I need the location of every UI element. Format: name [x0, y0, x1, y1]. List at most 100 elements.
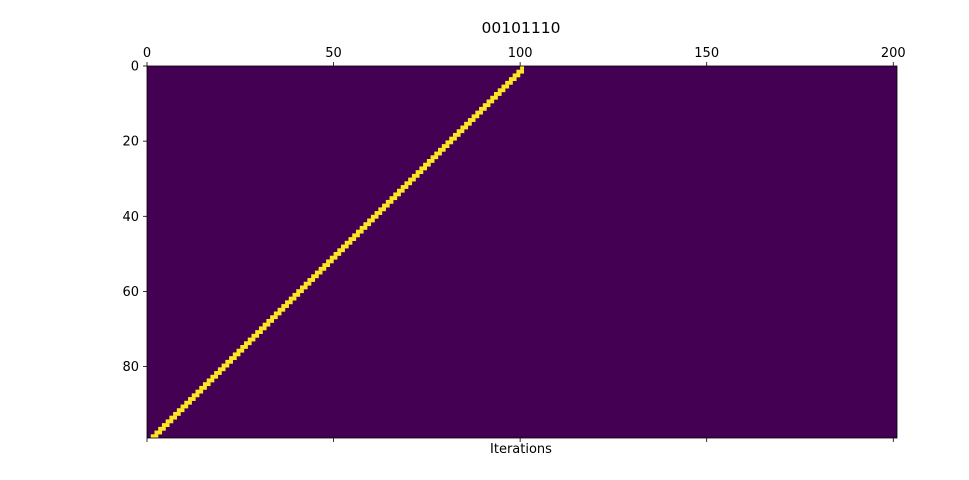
heatmap-cell	[438, 147, 446, 152]
heatmap-cell	[191, 393, 200, 398]
heatmap-cell	[288, 296, 297, 301]
x-tick-label: 0	[143, 46, 151, 61]
heatmap-cell	[165, 419, 174, 424]
heatmap-cell	[236, 348, 245, 353]
heatmap-cell	[217, 367, 226, 372]
heatmap-cell	[404, 181, 413, 186]
heatmap-background	[147, 66, 897, 438]
heatmap-cell	[430, 155, 439, 160]
heatmap-cell	[247, 337, 256, 342]
heatmap-cell	[285, 300, 293, 305]
heatmap-cell	[374, 211, 383, 215]
heatmap-cell	[452, 132, 461, 137]
heatmap-cell	[314, 270, 323, 275]
heatmap-cell	[199, 385, 207, 390]
heatmap-cell	[229, 356, 237, 361]
chart-title: 00101110	[482, 19, 561, 37]
heatmap-cell	[270, 315, 278, 320]
heatmap-cell	[426, 159, 435, 163]
heatmap-cell	[341, 244, 349, 249]
heatmap-cell	[467, 118, 476, 122]
heatmap-cell	[322, 263, 330, 268]
heatmap-cell	[176, 408, 185, 413]
axes: 0 50 100 150 200 0 20 40 60 80	[122, 46, 906, 442]
heatmap-cell	[505, 80, 513, 85]
heatmap-cell	[490, 95, 498, 100]
heatmap	[147, 66, 897, 439]
heatmap-cell	[419, 166, 427, 171]
heatmap-cell	[441, 144, 450, 148]
heatmap-cell	[326, 259, 334, 264]
heatmap-cell	[169, 415, 177, 420]
heatmap-cell	[262, 322, 271, 327]
heatmap-cell	[173, 411, 181, 416]
heatmap-cell	[150, 434, 159, 439]
x-tick-label: 150	[694, 46, 719, 61]
heatmap-cell	[292, 292, 301, 297]
heatmap-cell	[206, 378, 215, 383]
heatmap-cell	[232, 352, 241, 357]
y-tick-label: 0	[131, 60, 139, 75]
heatmap-cell	[240, 345, 248, 349]
heatmap-cell	[486, 99, 495, 104]
heatmap-cell	[482, 103, 491, 108]
heatmap-cell	[411, 173, 420, 178]
heatmap-cell	[479, 106, 487, 111]
heatmap-cell	[516, 69, 525, 74]
heatmap-cell	[348, 237, 357, 241]
heatmap-cell	[251, 333, 260, 338]
heatmap-cell	[464, 121, 472, 126]
heatmap-cell	[296, 289, 304, 294]
heatmap-cell	[303, 281, 312, 286]
heatmap-cell	[214, 371, 222, 375]
heatmap-cell	[154, 430, 163, 435]
heatmap-cell	[385, 199, 394, 204]
heatmap-cell	[475, 110, 483, 115]
heatmap-cell	[352, 233, 360, 238]
heatmap-cell	[359, 225, 368, 230]
heatmap-cell	[273, 311, 282, 316]
heatmap-cell	[408, 177, 416, 182]
heatmap-cell	[363, 222, 372, 227]
heatmap-cell	[393, 192, 401, 197]
heatmap-cell	[311, 274, 319, 279]
heatmap-cell	[508, 77, 517, 82]
heatmap-cell	[307, 278, 316, 282]
y-tick-label: 80	[122, 360, 139, 375]
heatmap-cell	[329, 255, 338, 260]
heatmap-cell	[281, 304, 289, 308]
heatmap-cell	[255, 330, 263, 334]
heatmap-cell	[158, 426, 166, 431]
heatmap-cell	[244, 341, 252, 346]
heatmap-cell	[225, 359, 233, 364]
heatmap-cell	[445, 140, 454, 145]
heatmap-cell	[370, 214, 379, 219]
y-tick-label: 60	[122, 285, 139, 300]
heatmap-cell	[266, 318, 275, 323]
heatmap-cell	[456, 129, 465, 134]
heatmap-cell	[333, 252, 342, 256]
heatmap-cell	[389, 196, 398, 201]
heatmap-cell	[520, 66, 525, 70]
heatmap-cell	[337, 248, 345, 253]
heatmap-cell	[460, 125, 469, 130]
heatmap-cell	[367, 218, 375, 223]
heatmap-cell	[494, 92, 502, 96]
heatmap-cell	[423, 162, 431, 167]
heatmap-cell	[512, 73, 521, 78]
heatmap-cell	[258, 326, 267, 331]
heatmap-cell	[400, 185, 409, 189]
heatmap-cell	[382, 203, 390, 208]
heatmap-cell	[299, 285, 308, 290]
heatmap-cell	[277, 307, 286, 312]
heatmap-cell	[434, 151, 442, 156]
x-tick-label: 100	[508, 46, 533, 61]
heatmap-cell	[415, 170, 424, 175]
heatmap-cell	[221, 363, 230, 368]
heatmap-cell	[161, 423, 170, 427]
x-tick-label: 200	[881, 46, 906, 61]
heatmap-cell	[501, 84, 510, 89]
y-tick-label: 20	[122, 135, 139, 150]
heatmap-cell	[378, 207, 386, 212]
